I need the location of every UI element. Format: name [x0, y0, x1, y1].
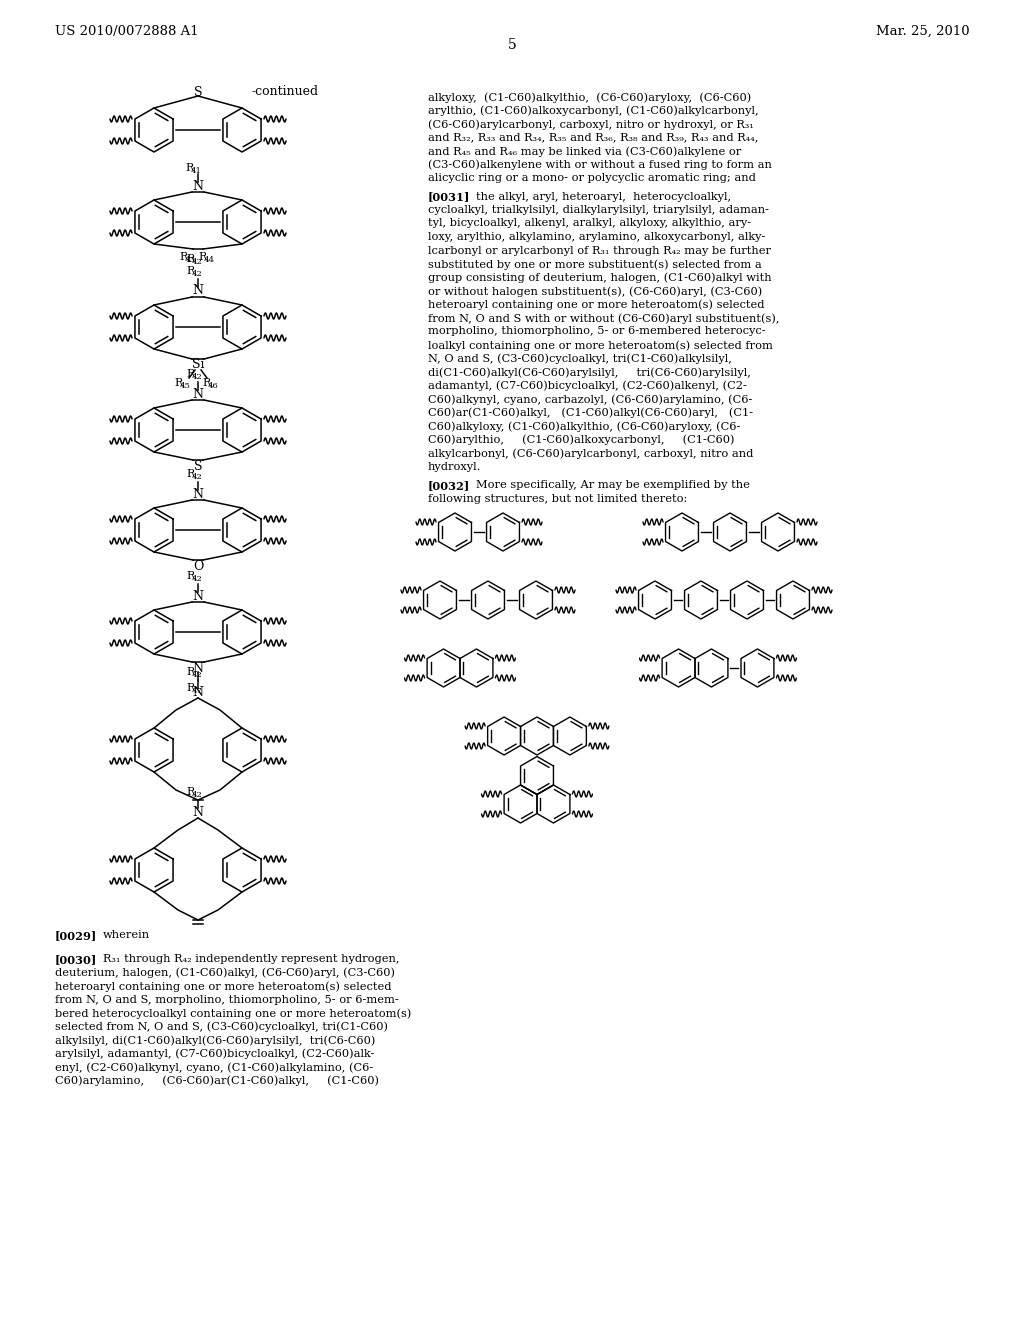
Text: N: N: [193, 661, 204, 675]
Text: alicyclic ring or a mono- or polycyclic aromatic ring; and: alicyclic ring or a mono- or polycyclic …: [428, 173, 756, 183]
Text: N: N: [193, 590, 204, 602]
Text: arylsilyl, adamantyl, (C7-C60)bicycloalkyl, (C2-C60)alk-: arylsilyl, adamantyl, (C7-C60)bicycloalk…: [55, 1049, 375, 1060]
Text: R: R: [186, 682, 196, 693]
Text: R: R: [186, 667, 196, 677]
Text: R: R: [186, 267, 196, 276]
Text: C60)arylthio,     (C1-C60)alkoxycarbonyl,     (C1-C60): C60)arylthio, (C1-C60)alkoxycarbonyl, (C…: [428, 434, 734, 445]
Text: 42: 42: [191, 374, 203, 381]
Text: More specifically, Ar may be exemplified by the: More specifically, Ar may be exemplified…: [476, 480, 750, 490]
Text: alkylcarbonyl, (C6-C60)arylcarbonyl, carboxyl, nitro and: alkylcarbonyl, (C6-C60)arylcarbonyl, car…: [428, 447, 754, 458]
Text: heteroaryl containing one or more heteroatom(s) selected: heteroaryl containing one or more hetero…: [428, 300, 765, 310]
Text: Mar. 25, 2010: Mar. 25, 2010: [877, 25, 970, 38]
Text: N: N: [193, 685, 204, 698]
Text: from N, O and S with or without (C6-C60)aryl substituent(s),: from N, O and S with or without (C6-C60)…: [428, 313, 779, 323]
Text: 45: 45: [179, 381, 190, 389]
Text: R: R: [175, 378, 183, 388]
Text: N: N: [193, 285, 204, 297]
Text: N: N: [193, 388, 204, 400]
Text: [0030]: [0030]: [55, 954, 97, 965]
Text: morpholino, thiomorpholino, 5- or 6-membered heterocyc-: morpholino, thiomorpholino, 5- or 6-memb…: [428, 326, 766, 337]
Text: loalkyl containing one or more heteroatom(s) selected from: loalkyl containing one or more heteroato…: [428, 341, 773, 351]
Text: following structures, but not limited thereto:: following structures, but not limited th…: [428, 494, 687, 503]
Text: US 2010/0072888 A1: US 2010/0072888 A1: [55, 25, 199, 38]
Text: C60)alkynyl, cyano, carbazolyl, (C6-C60)arylamino, (C6-: C60)alkynyl, cyano, carbazolyl, (C6-C60)…: [428, 393, 753, 404]
Text: C60)ar(C1-C60)alkyl,   (C1-C60)alkyl(C6-C60)aryl,   (C1-: C60)ar(C1-C60)alkyl, (C1-C60)alkyl(C6-C6…: [428, 408, 753, 418]
Text: R: R: [186, 162, 195, 173]
Text: alkyloxy,  (C1-C60)alkylthio,  (C6-C60)aryloxy,  (C6-C60): alkyloxy, (C1-C60)alkylthio, (C6-C60)ary…: [428, 92, 752, 103]
Text: N, O and S, (C3-C60)cycloalkyl, tri(C1-C60)alkylsilyl,: N, O and S, (C3-C60)cycloalkyl, tri(C1-C…: [428, 354, 732, 364]
Text: R: R: [199, 252, 207, 261]
Text: 44: 44: [204, 256, 214, 264]
Text: di(C1-C60)alkyl(C6-C60)arylsilyl,     tri(C6-C60)arylsilyl,: di(C1-C60)alkyl(C6-C60)arylsilyl, tri(C6…: [428, 367, 751, 378]
Text: R: R: [180, 252, 188, 261]
Text: adamantyl, (C7-C60)bicycloalkyl, (C2-C60)alkenyl, (C2-: adamantyl, (C7-C60)bicycloalkyl, (C2-C60…: [428, 380, 746, 391]
Text: O: O: [193, 560, 203, 573]
Text: deuterium, halogen, (C1-C60)alkyl, (C6-C60)aryl, (C3-C60): deuterium, halogen, (C1-C60)alkyl, (C6-C…: [55, 968, 395, 978]
Text: S: S: [194, 87, 203, 99]
Text: and R₃₂, R₃₃ and R₃₄, R₃₅ and R₃₆, R₃₈ and R₃₉, R₄₃ and R₄₄,: and R₃₂, R₃₃ and R₃₄, R₃₅ and R₃₆, R₃₈ a…: [428, 132, 759, 143]
Text: N: N: [193, 180, 204, 193]
Text: R: R: [186, 370, 196, 379]
Text: group consisting of deuterium, halogen, (C1-C60)alkyl with: group consisting of deuterium, halogen, …: [428, 272, 772, 282]
Text: 43: 43: [184, 256, 196, 264]
Text: enyl, (C2-C60)alkynyl, cyano, (C1-C60)alkylamino, (C6-: enyl, (C2-C60)alkynyl, cyano, (C1-C60)al…: [55, 1063, 374, 1073]
Text: wherein: wherein: [103, 931, 151, 940]
Text: 41: 41: [190, 168, 202, 176]
Text: bered heterocycloalkyl containing one or more heteroatom(s): bered heterocycloalkyl containing one or…: [55, 1008, 412, 1019]
Text: Si: Si: [191, 359, 204, 371]
Text: (C6-C60)arylcarbonyl, carboxyl, nitro or hydroxyl, or R₃₁: (C6-C60)arylcarbonyl, carboxyl, nitro or…: [428, 119, 754, 129]
Text: heteroaryl containing one or more heteroatom(s) selected: heteroaryl containing one or more hetero…: [55, 981, 391, 991]
Text: arylthio, (C1-C60)alkoxycarbonyl, (C1-C60)alkylcarbonyl,: arylthio, (C1-C60)alkoxycarbonyl, (C1-C6…: [428, 106, 759, 116]
Text: [0031]: [0031]: [428, 191, 470, 202]
Text: R: R: [186, 572, 196, 581]
Text: [0032]: [0032]: [428, 480, 470, 491]
Text: 5: 5: [508, 38, 516, 51]
Text: alkylsilyl, di(C1-C60)alkyl(C6-C60)arylsilyl,  tri(C6-C60): alkylsilyl, di(C1-C60)alkyl(C6-C60)aryls…: [55, 1035, 376, 1045]
Text: N: N: [193, 487, 204, 500]
Text: R: R: [186, 787, 196, 797]
Text: 42: 42: [191, 257, 203, 267]
Text: from N, O and S, morpholino, thiomorpholino, 5- or 6-mem-: from N, O and S, morpholino, thiomorphol…: [55, 995, 398, 1005]
Text: N: N: [193, 805, 204, 818]
Text: 42: 42: [191, 271, 203, 279]
Text: 42: 42: [191, 576, 203, 583]
Text: 46: 46: [208, 381, 218, 389]
Text: loxy, arylthio, alkylamino, arylamino, alkoxycarbonyl, alky-: loxy, arylthio, alkylamino, arylamino, a…: [428, 232, 765, 242]
Text: R: R: [186, 253, 196, 264]
Text: 42: 42: [191, 473, 203, 480]
Text: hydroxyl.: hydroxyl.: [428, 462, 481, 471]
Text: R: R: [186, 469, 196, 479]
Text: selected from N, O and S, (C3-C60)cycloalkyl, tri(C1-C60): selected from N, O and S, (C3-C60)cycloa…: [55, 1022, 388, 1032]
Text: (C3-C60)alkenylene with or without a fused ring to form an: (C3-C60)alkenylene with or without a fus…: [428, 160, 772, 170]
Text: 47: 47: [191, 686, 203, 696]
Text: 42: 42: [191, 671, 203, 678]
Text: tyl, bicycloalkyl, alkenyl, aralkyl, alkyloxy, alkylthio, ary-: tyl, bicycloalkyl, alkenyl, aralkyl, alk…: [428, 219, 752, 228]
Text: and R₄₅ and R₄₆ may be linked via (C3-C60)alkylene or: and R₄₅ and R₄₆ may be linked via (C3-C6…: [428, 147, 741, 157]
Text: R: R: [203, 378, 211, 388]
Text: substituted by one or more substituent(s) selected from a: substituted by one or more substituent(s…: [428, 259, 762, 269]
Text: R₃₁ through R₄₂ independently represent hydrogen,: R₃₁ through R₄₂ independently represent …: [103, 954, 399, 965]
Text: 42: 42: [191, 791, 203, 799]
Text: S: S: [194, 459, 203, 473]
Text: lcarbonyl or arylcarbonyl of R₃₁ through R₄₂ may be further: lcarbonyl or arylcarbonyl of R₃₁ through…: [428, 246, 771, 256]
Text: or without halogen substituent(s), (C6-C60)aryl, (C3-C60): or without halogen substituent(s), (C6-C…: [428, 286, 762, 297]
Text: C60)arylamino,     (C6-C60)ar(C1-C60)alkyl,     (C1-C60): C60)arylamino, (C6-C60)ar(C1-C60)alkyl, …: [55, 1076, 379, 1086]
Text: -continued: -continued: [252, 84, 318, 98]
Text: C60)alkyloxy, (C1-C60)alkylthio, (C6-C60)aryloxy, (C6-: C60)alkyloxy, (C1-C60)alkylthio, (C6-C60…: [428, 421, 740, 432]
Text: the alkyl, aryl, heteroaryl,  heterocycloalkyl,: the alkyl, aryl, heteroaryl, heterocyclo…: [476, 191, 731, 202]
Text: [0029]: [0029]: [55, 931, 97, 941]
Text: cycloalkyl, trialkylsilyl, dialkylarylsilyl, triarylsilyl, adaman-: cycloalkyl, trialkylsilyl, dialkylarylsi…: [428, 205, 769, 215]
